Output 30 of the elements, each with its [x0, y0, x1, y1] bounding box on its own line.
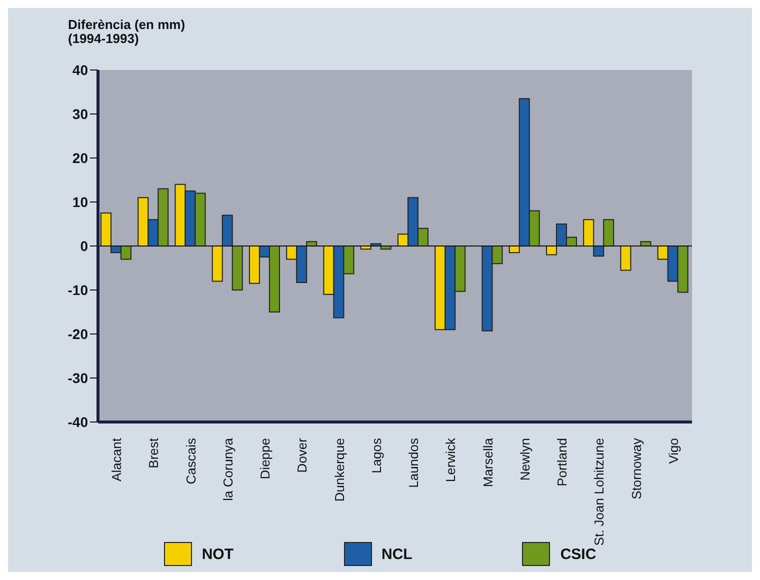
y-tick-label: 10: [72, 194, 88, 210]
x-tick-label: Stornoway: [628, 438, 644, 500]
y-axis-title: Diferència (en mm) (1994-1993): [68, 17, 186, 46]
x-tick-label: Laundos: [406, 438, 422, 488]
y-tick-label: 20: [72, 150, 88, 166]
y-tick-label: 40: [72, 62, 88, 78]
y-tick-label: -10: [68, 282, 88, 298]
x-tick-label: Portland: [554, 438, 570, 486]
y-tick-label: 30: [72, 106, 88, 122]
x-tick-label: Vigo: [666, 438, 681, 464]
y-tick-label: -30: [68, 370, 88, 386]
y-tick-label: -40: [68, 414, 88, 430]
y-tick-label: 0: [80, 238, 88, 254]
x-tick-label: Lagos: [368, 438, 384, 474]
legend-label: NCL: [382, 546, 412, 562]
x-tick-label: Cascais: [183, 438, 198, 484]
x-tick-label: St. Joan Lohitzune: [592, 438, 607, 546]
legend-label: CSIC: [560, 546, 596, 562]
x-tick-label: Marsella: [480, 437, 496, 488]
x-tick-label: Alacant: [109, 438, 124, 482]
bar: [620, 246, 632, 271]
x-tick-label: Lerwick: [443, 438, 458, 482]
x-tick-label: Brest: [146, 438, 162, 468]
legend-label: NOT: [202, 546, 234, 562]
x-tick-label: Dieppe: [258, 438, 273, 480]
x-tick-label: la Corunya: [220, 437, 236, 501]
x-tick-label: Dover: [294, 437, 310, 473]
x-tick-label: Newlyn: [517, 438, 532, 481]
x-tick-label: Dunkerque: [332, 438, 347, 502]
y-tick-label: -20: [68, 326, 88, 342]
